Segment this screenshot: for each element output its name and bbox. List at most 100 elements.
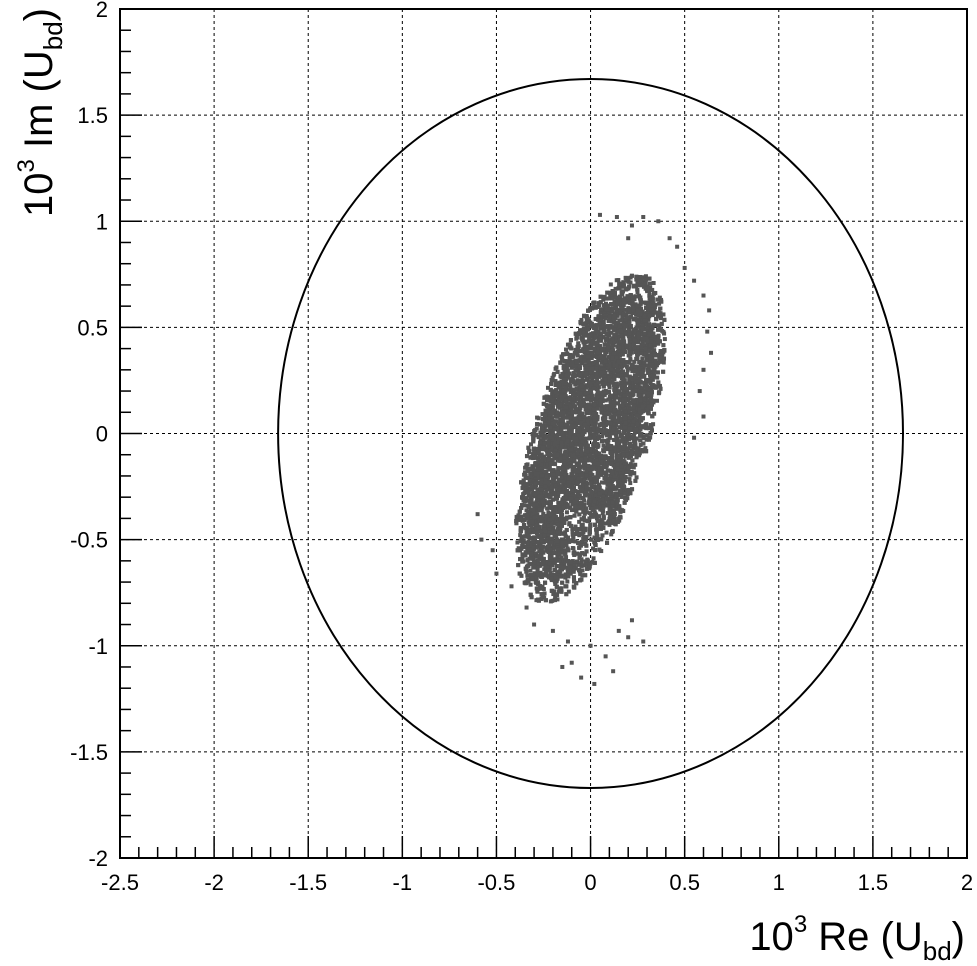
scatter-point <box>545 385 550 390</box>
scatter-point <box>576 462 581 467</box>
scatter-point <box>634 475 639 480</box>
scatter-point <box>606 382 611 387</box>
scatter-point <box>620 486 625 491</box>
scatter-point <box>608 346 613 351</box>
scatter-point <box>573 407 578 412</box>
scatter-point <box>607 354 612 359</box>
scatter-point <box>592 535 597 540</box>
scatter-point <box>615 384 620 389</box>
scatter-point <box>636 381 641 386</box>
scatter-point <box>523 553 528 558</box>
scatter-point <box>628 366 633 371</box>
scatter-point <box>556 385 561 390</box>
scatter-point <box>602 342 607 347</box>
scatter-point <box>547 467 552 472</box>
scatter-point <box>615 500 620 505</box>
scatter-point <box>626 306 631 311</box>
scatter-point <box>560 580 565 585</box>
scatter-point <box>599 523 604 528</box>
scatter-point <box>654 398 659 403</box>
scatter-point <box>566 425 571 430</box>
scatter-point <box>547 536 552 541</box>
scatter-point <box>572 456 577 461</box>
scatter-point <box>616 278 621 283</box>
scatter-point <box>623 313 628 318</box>
scatter-point <box>608 510 613 515</box>
scatter-point <box>551 592 556 597</box>
scatter-point <box>532 571 537 576</box>
scatter-point <box>564 493 569 498</box>
scatter-point <box>556 500 561 505</box>
scatter-point <box>629 411 634 416</box>
scatter-point <box>577 519 582 524</box>
scatter-point <box>607 331 612 336</box>
scatter-point <box>575 421 580 426</box>
scatter-point <box>632 375 637 380</box>
scatter-point <box>603 398 608 403</box>
scatter-point <box>614 459 619 464</box>
scatter-point <box>544 423 549 428</box>
scatter-point <box>554 388 559 393</box>
scatter-point <box>581 509 586 514</box>
scatter-point <box>522 472 527 477</box>
scatter-point <box>583 407 588 412</box>
scatter-point <box>545 413 550 418</box>
scatter-point <box>550 405 555 410</box>
scatter-point <box>547 556 552 561</box>
scatter-point <box>578 572 583 577</box>
scatter-point <box>572 480 577 485</box>
scatter-point <box>620 315 625 320</box>
scatter-point <box>590 476 595 481</box>
scatter-point <box>526 539 531 544</box>
scatter-point <box>560 414 565 419</box>
scatter-point <box>641 436 646 441</box>
axis-ticks <box>119 8 968 859</box>
scatter-point <box>570 545 575 550</box>
scatter-point <box>538 438 543 443</box>
scatter-point <box>542 567 547 572</box>
scatter-point <box>518 533 523 538</box>
scatter-point <box>580 489 585 494</box>
scatter-point <box>565 579 570 584</box>
scatter-point <box>602 326 607 331</box>
scatter-point <box>639 401 644 406</box>
scatter-point <box>648 285 653 290</box>
scatter-point <box>524 463 529 468</box>
scatter-point <box>625 368 630 373</box>
scatter-point <box>551 497 556 502</box>
scatter-point <box>652 305 657 310</box>
scatter-point <box>599 518 604 523</box>
scatter-point <box>634 452 639 457</box>
scatter-point <box>612 364 617 369</box>
scatter-point <box>551 508 556 513</box>
scatter-point <box>612 360 617 365</box>
scatter-point <box>524 508 529 513</box>
scatter-point <box>553 595 558 600</box>
scatter-point <box>563 425 568 430</box>
scatter-point <box>610 418 615 423</box>
scatter-point <box>590 422 595 427</box>
scatter-point <box>646 426 651 431</box>
scatter-point <box>581 534 586 539</box>
scatter-point <box>634 277 639 282</box>
scatter-point <box>651 422 656 427</box>
scatter-point <box>528 442 533 447</box>
scatter-point <box>564 510 569 515</box>
scatter-points <box>475 212 714 686</box>
scatter-point <box>622 307 627 312</box>
scatter-point <box>542 464 547 469</box>
scatter-point <box>577 464 582 469</box>
scatter-point <box>623 488 628 493</box>
scatter-point <box>628 356 633 361</box>
scatter-point <box>643 305 648 310</box>
scatter-point <box>623 441 628 446</box>
scatter-point <box>657 301 662 306</box>
scatter-point <box>652 411 657 416</box>
scatter-point <box>627 380 632 385</box>
scatter-point <box>544 469 549 474</box>
scatter-point <box>552 371 557 376</box>
scatter-point <box>604 530 609 535</box>
scatter-point <box>608 282 613 287</box>
scatter-point <box>612 459 617 464</box>
